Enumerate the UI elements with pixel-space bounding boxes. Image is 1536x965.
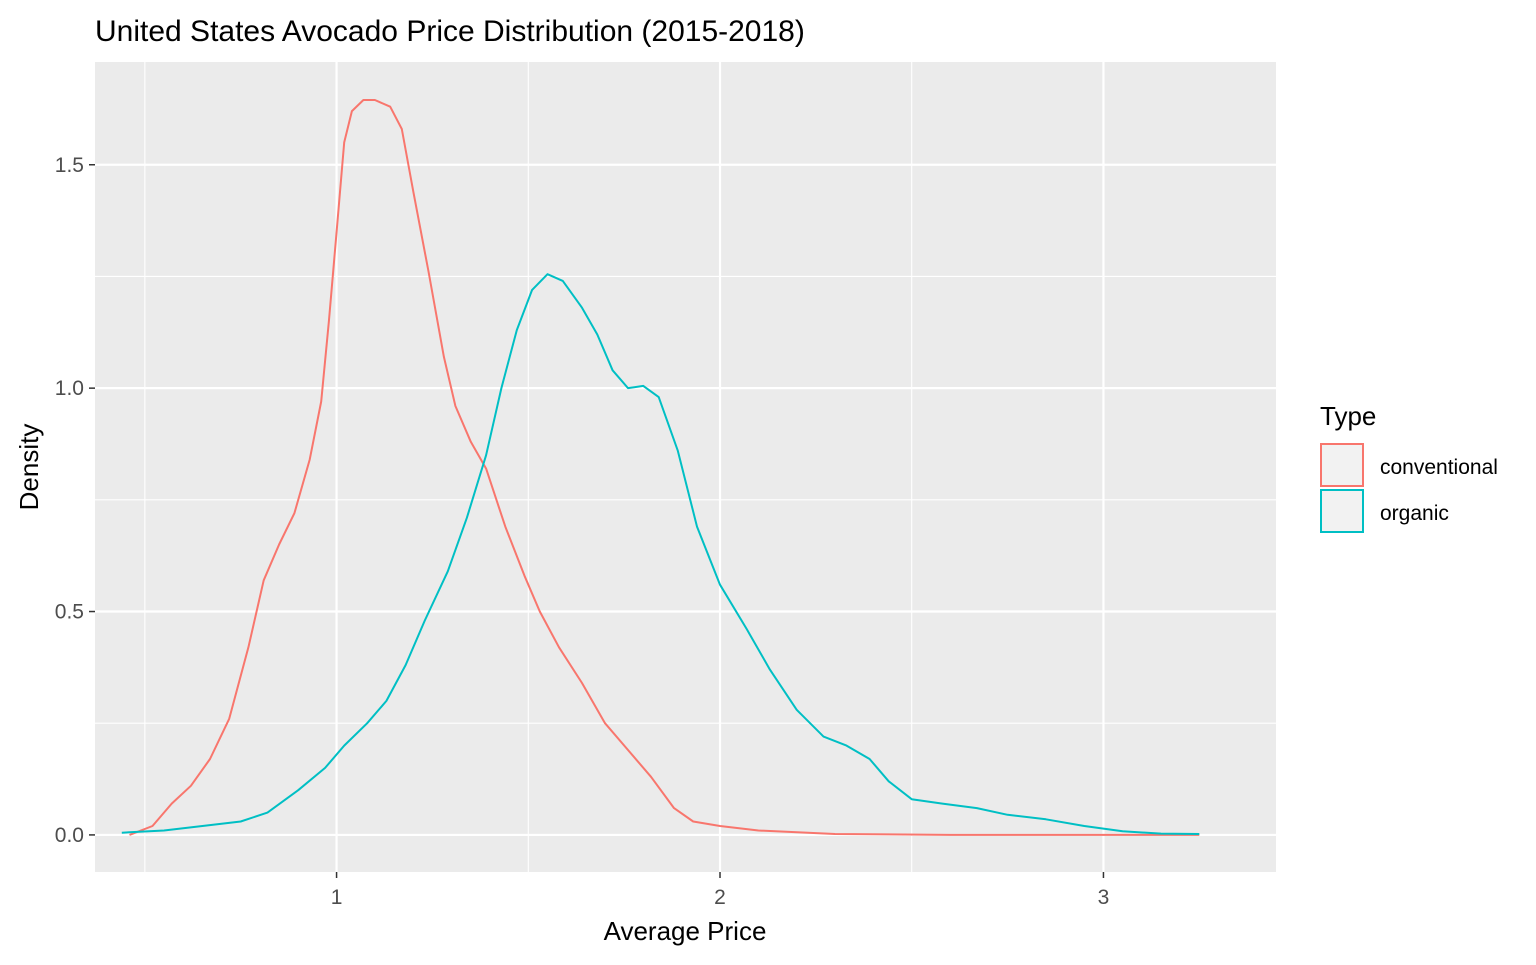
legend-items: conventional organic: [1320, 443, 1498, 533]
x-tick-label: 3: [1098, 886, 1110, 909]
legend-label-organic: organic: [1380, 502, 1449, 525]
minor-gridlines: [95, 62, 1276, 872]
density-curves: [121, 99, 1200, 836]
x-axis-tick-labels: 1 2 3: [331, 886, 1110, 909]
legend-key-conventional: [1320, 443, 1364, 487]
legend-label-conventional: conventional: [1380, 456, 1498, 479]
y-tick-label: 0.5: [55, 601, 84, 624]
legend: Type conventional organic: [1320, 401, 1498, 533]
chart-title: United States Avocado Price Distribution…: [95, 15, 805, 48]
x-tick-label: 1: [331, 886, 343, 909]
series-line-organic: [121, 273, 1200, 835]
legend-key-organic: [1320, 489, 1364, 533]
plot-panel: [95, 62, 1276, 872]
axis-ticks: [89, 164, 1105, 878]
legend-title: Type: [1320, 401, 1376, 431]
series-line-conventional: [129, 99, 1200, 836]
x-tick-label: 2: [714, 886, 726, 909]
x-axis-label: Average Price: [604, 916, 767, 946]
y-tick-label: 1.5: [55, 154, 84, 177]
y-axis-label: Density: [14, 424, 44, 511]
y-tick-label: 1.0: [55, 377, 84, 400]
y-tick-label: 0.0: [55, 824, 84, 847]
y-axis-tick-labels: 0.0 0.5 1.0 1.5: [55, 154, 84, 847]
